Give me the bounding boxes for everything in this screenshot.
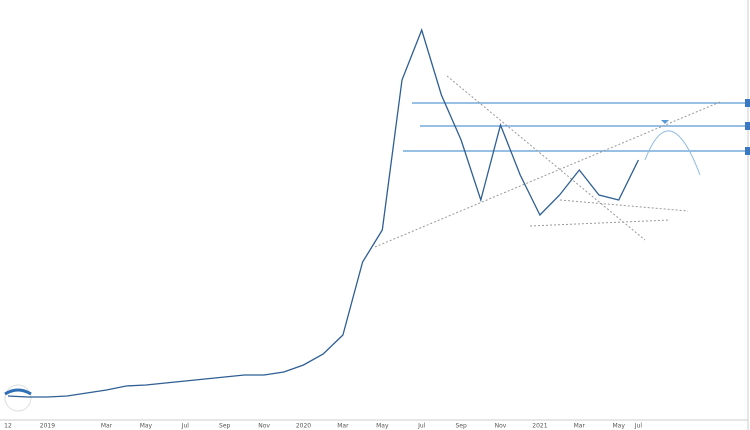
- x-tick-label: 2021: [532, 423, 547, 430]
- x-tick-label: Nov: [495, 423, 507, 430]
- x-tick-label: 2020: [296, 423, 311, 430]
- x-tick-label: Jul: [417, 423, 426, 430]
- x-tick-label: Jul: [181, 423, 190, 430]
- x-tick-label: 12: [4, 423, 12, 430]
- x-tick-label: Sep: [455, 423, 467, 430]
- price-line: [7, 28, 639, 398]
- x-tick-label: May: [140, 423, 153, 430]
- logo-swoosh: [4, 388, 32, 396]
- drawings: [374, 75, 750, 248]
- level-tag: [745, 122, 750, 130]
- x-tick-label: May: [612, 423, 625, 430]
- x-tick-label: 2019: [40, 423, 55, 430]
- trend-line: [559, 199, 689, 212]
- x-tick-label: Mar: [574, 423, 586, 430]
- trend-line: [446, 75, 646, 241]
- projection-arrow: [644, 130, 701, 176]
- marker: [661, 120, 669, 124]
- x-tick-label: Jul: [634, 423, 643, 430]
- x-tick-label: Nov: [258, 423, 270, 430]
- x-tick-label: May: [376, 423, 389, 430]
- trend-line: [529, 219, 671, 227]
- logo: [4, 384, 32, 412]
- level-tag: [745, 147, 750, 155]
- x-tick-label: Mar: [101, 423, 113, 430]
- x-tick-label: Mar: [337, 423, 349, 430]
- x-tick-label: Sep: [219, 423, 231, 430]
- level-tag: [745, 99, 750, 107]
